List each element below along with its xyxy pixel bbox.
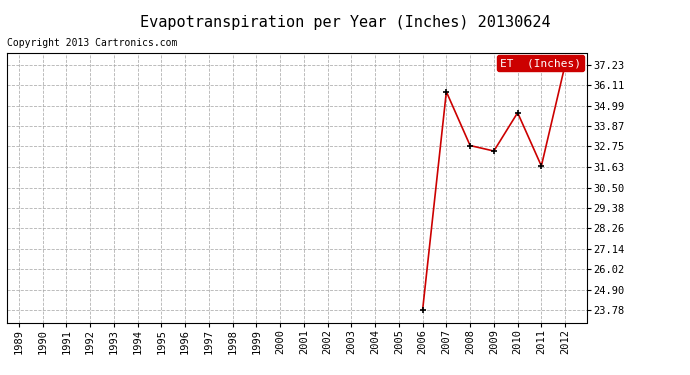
Text: Evapotranspiration per Year (Inches) 20130624: Evapotranspiration per Year (Inches) 201… (139, 15, 551, 30)
Legend: ET  (Inches): ET (Inches) (497, 55, 584, 71)
Text: Copyright 2013 Cartronics.com: Copyright 2013 Cartronics.com (7, 38, 177, 48)
